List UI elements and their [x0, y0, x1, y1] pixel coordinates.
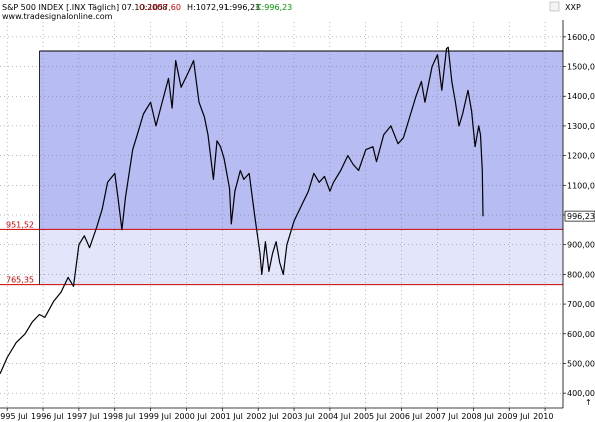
x-tick-label: 2002 Jul: [246, 412, 279, 421]
chart-header-high: H:1072,91: [187, 3, 229, 12]
x-tick-label: 1996 Jul: [31, 412, 64, 421]
grid: [0, 22, 563, 408]
x-tick-label: 2000 Jul: [174, 412, 207, 421]
x-tick-label: 2004 Jul: [318, 412, 351, 421]
x-tick-label: 2008 Jul: [461, 412, 494, 421]
x-tick-label: 2005 Jul: [354, 412, 387, 421]
y-tick-label: 1300,00: [567, 122, 595, 131]
support-lines: 951,52 765,35: [0, 220, 563, 286]
last-price-box: [564, 210, 595, 222]
x-tick-label: 1998 Jul: [103, 412, 136, 421]
support-line-label: 765,35: [6, 276, 34, 285]
chart-right-label: XXP: [565, 3, 581, 12]
x-tick-label: 2010: [533, 412, 553, 421]
y-tick-label: 600,00: [567, 330, 595, 339]
chart-source-label: www.tradesignalonline.com: [2, 12, 113, 21]
last-price-label: 996,23: [567, 212, 595, 221]
last-price: 996,23: [564, 210, 595, 222]
chart-header-close: C:996,23: [256, 3, 292, 12]
x-tick-label: 1997 Jul: [67, 412, 100, 421]
y-tick-label: 500,00: [567, 359, 595, 368]
x-tick-label: 1999 Jul: [139, 412, 172, 421]
x-tick-label: 2001 Jul: [210, 412, 243, 421]
y-tick-label: 1400,00: [567, 92, 595, 101]
series-line: [0, 46, 484, 375]
x-tick-label: 2009 Jul: [497, 412, 530, 421]
y-tick-label: 1100,00: [567, 181, 595, 190]
range-box: [39, 50, 563, 285]
series: [0, 46, 484, 375]
y-tick-label: 1600,00: [567, 33, 595, 42]
x-tick-label: 1995 Jul: [0, 412, 28, 421]
chart-header-open: O:1057,60: [139, 3, 181, 12]
y-tick-label: 1500,00: [567, 63, 595, 72]
scroll-arrow-icon[interactable]: ↑: [585, 398, 592, 407]
y-axis: 400,00500,00600,00700,00800,00900,001000…: [563, 33, 595, 398]
menu-box-icon[interactable]: [549, 1, 560, 12]
range-box-lower-fill: [39, 229, 563, 285]
chart-header-low: L:996,23: [225, 3, 260, 12]
x-tick-label: 2003 Jul: [282, 412, 315, 421]
x-tick-label: 2007 Jul: [425, 412, 458, 421]
y-tick-label: 700,00: [567, 300, 595, 309]
chart-header-symbol: S&P 500 INDEX [.INX Täglich] 07.10.2008: [2, 3, 167, 12]
support-line-label: 951,52: [6, 220, 34, 229]
y-tick-label: 800,00: [567, 270, 595, 279]
x-tick-label: 2006 Jul: [390, 412, 423, 421]
y-tick-label: 900,00: [567, 241, 595, 250]
y-tick-label: 400,00: [567, 389, 595, 398]
y-tick-label: 1200,00: [567, 152, 595, 161]
